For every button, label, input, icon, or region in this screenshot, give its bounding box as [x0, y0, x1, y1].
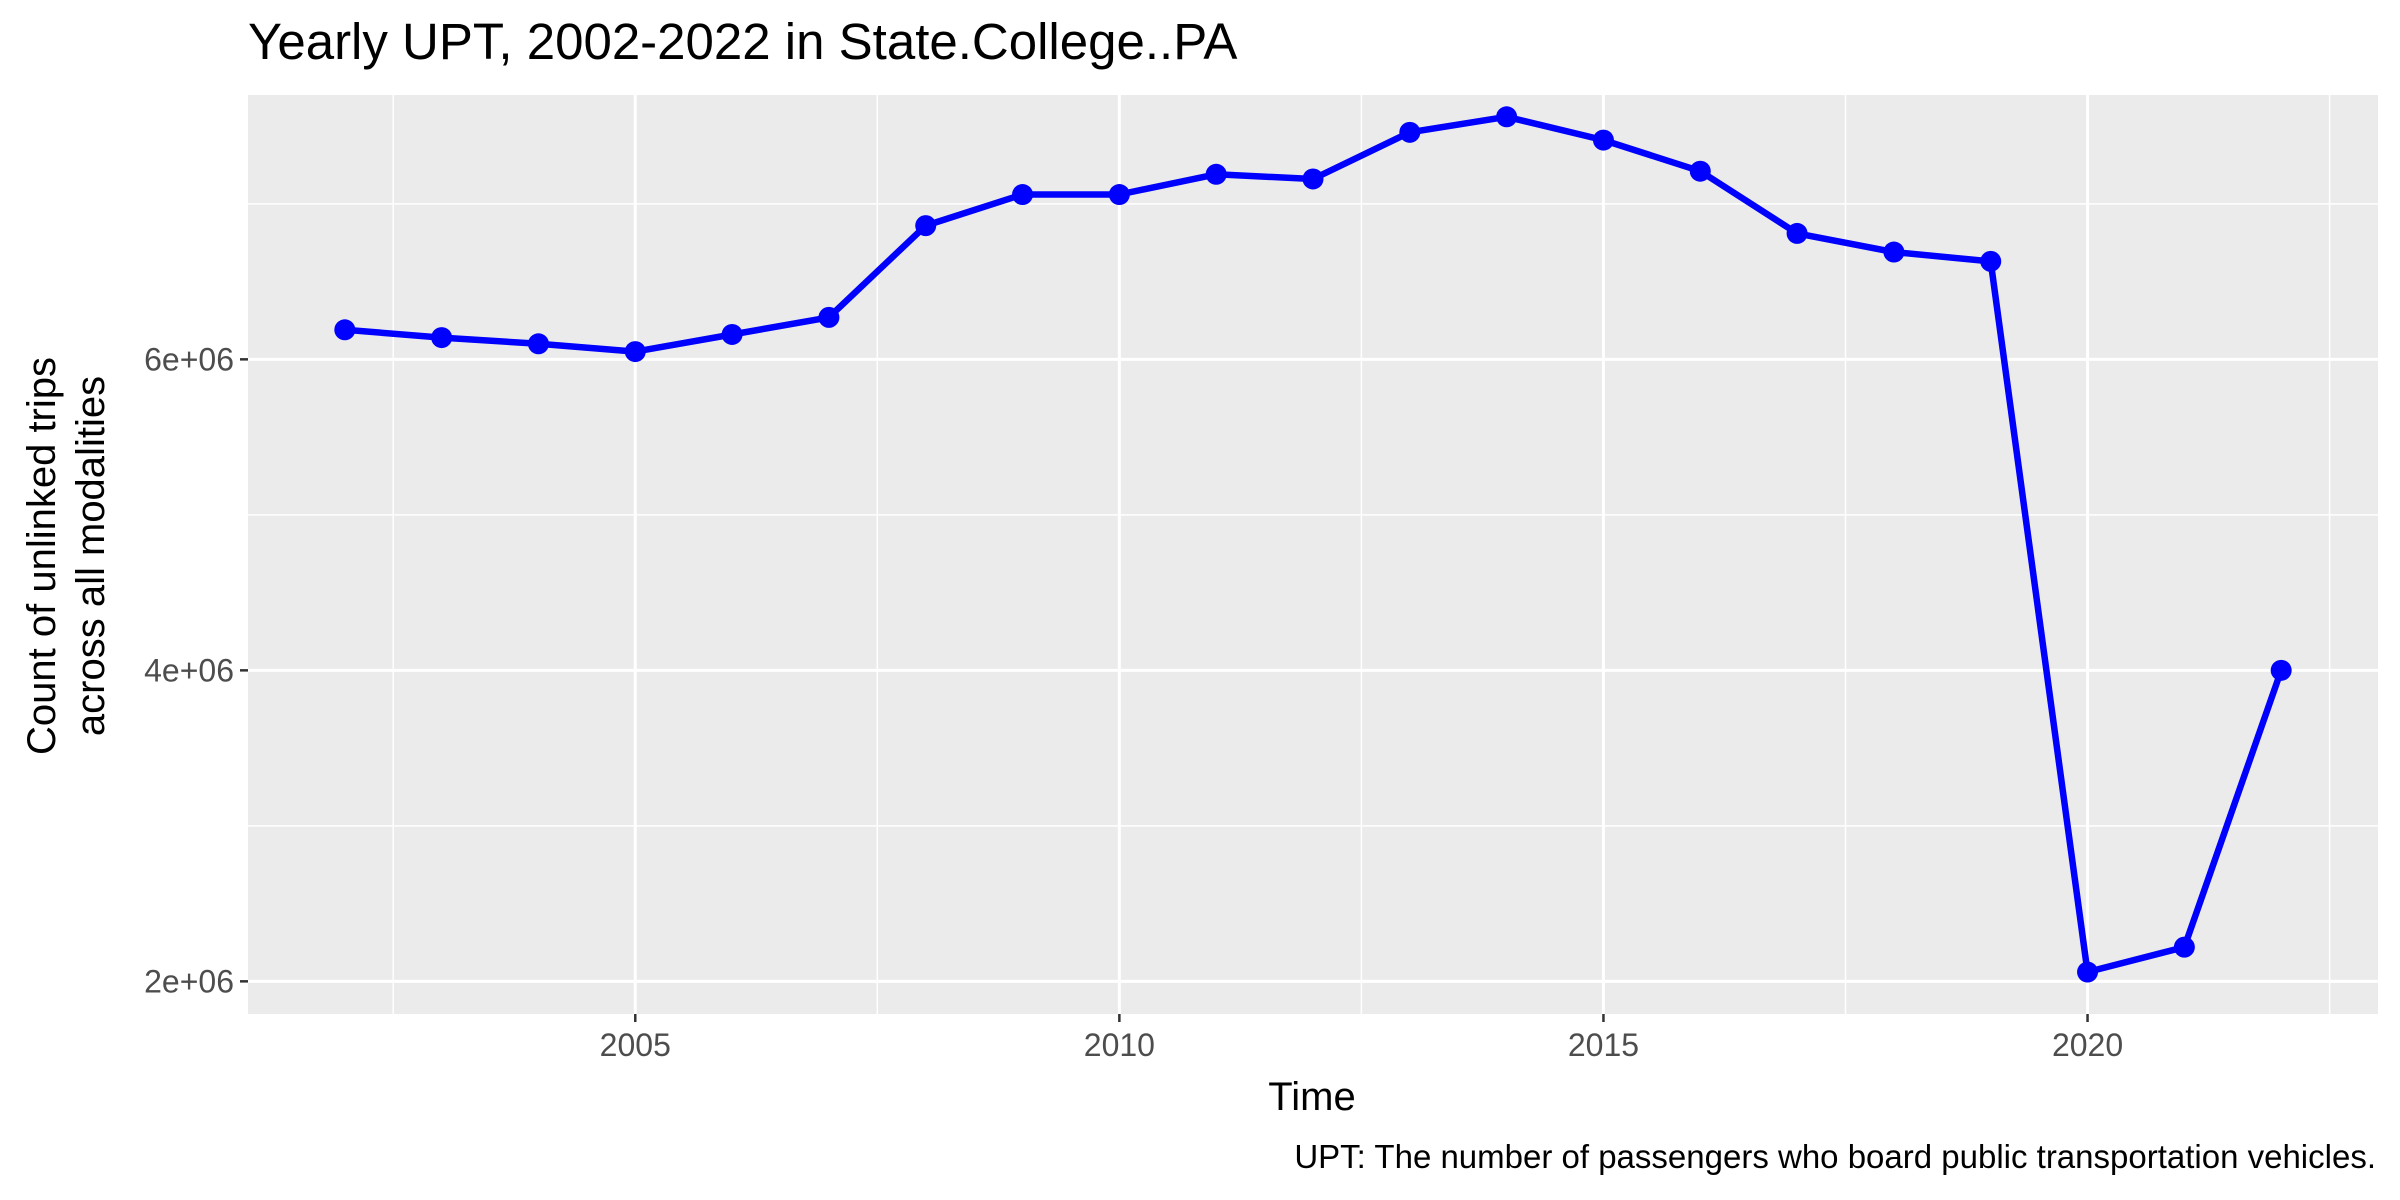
x-tick-label: 2020	[2052, 1027, 2123, 1063]
x-axis: 2005 2010 2015 2020	[600, 1014, 2123, 1063]
chart-caption: UPT: The number of passengers who board …	[1294, 1138, 2376, 1175]
data-point	[1883, 241, 1905, 263]
data-point	[527, 333, 549, 355]
data-point	[624, 341, 646, 363]
data-point	[1689, 160, 1711, 182]
data-point	[1399, 121, 1421, 143]
x-tick-label: 2010	[1084, 1027, 1155, 1063]
chart-title: Yearly UPT, 2002-2022 in State.College..…	[248, 13, 1237, 70]
data-series	[334, 106, 2292, 983]
y-tick-label: 4e+06	[144, 652, 234, 688]
data-point	[1302, 168, 1324, 190]
x-tick-label: 2005	[600, 1027, 671, 1063]
data-point	[1108, 184, 1130, 206]
x-axis-title: Time	[1268, 1075, 1355, 1119]
x-tick-label: 2015	[1568, 1027, 1639, 1063]
data-point	[334, 319, 356, 341]
data-point	[915, 215, 937, 237]
y-axis-title-line-2: across all modalities	[69, 376, 113, 736]
plot-panel	[248, 95, 2378, 1014]
data-point	[1980, 250, 2002, 272]
grid-lines	[248, 95, 2378, 1014]
data-point	[2173, 936, 2195, 958]
data-point	[1205, 163, 1227, 185]
data-point	[1012, 184, 1034, 206]
data-point	[721, 323, 743, 345]
data-point	[2270, 659, 2292, 681]
y-axis-title-line-1: Count of unlinked trips	[20, 357, 64, 755]
data-point	[1592, 129, 1614, 151]
data-point	[431, 327, 453, 349]
y-tick-label: 6e+06	[144, 341, 234, 377]
y-tick-label: 2e+06	[144, 963, 234, 999]
data-point	[818, 306, 840, 328]
data-point	[1786, 222, 1808, 244]
y-axis: 2e+06 4e+06 6e+06	[144, 341, 248, 999]
data-point	[1496, 106, 1518, 128]
data-point	[2077, 961, 2099, 983]
